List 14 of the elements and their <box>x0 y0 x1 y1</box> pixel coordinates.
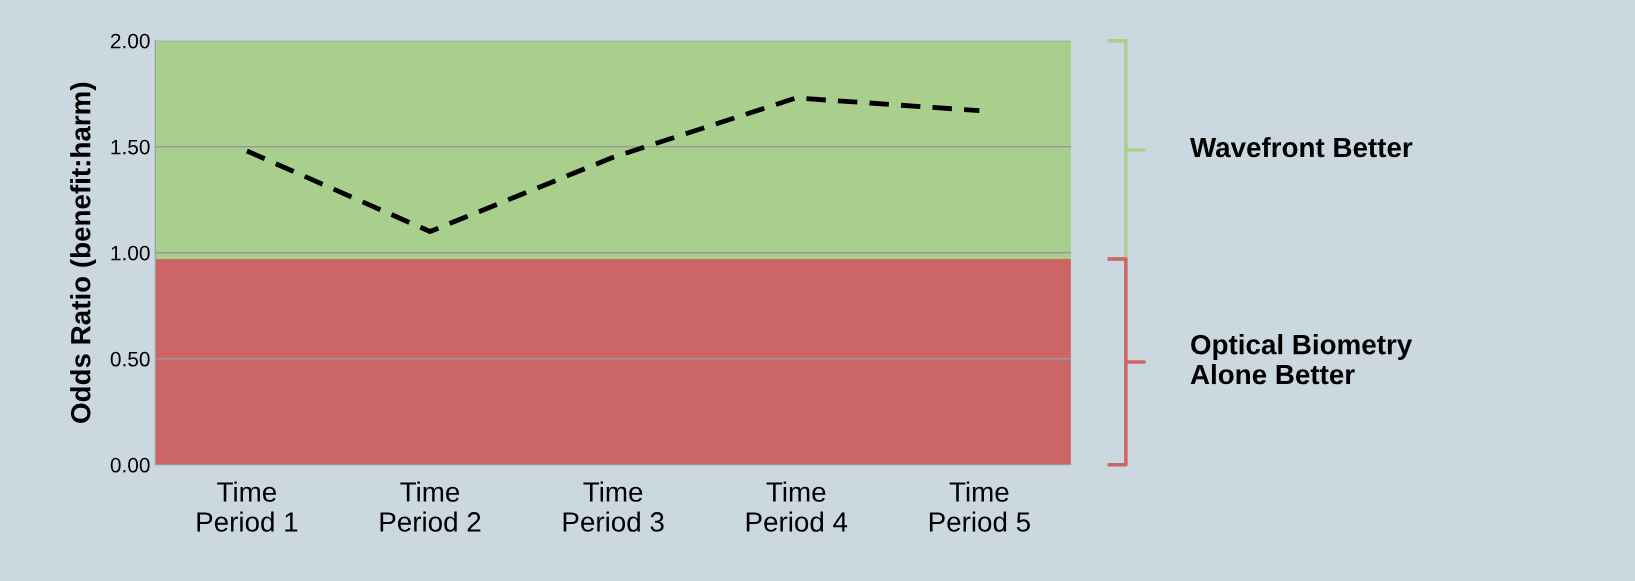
x-tick-label: Time Period 5 <box>929 481 1030 532</box>
x-tick-label: Time Period 3 <box>563 481 664 532</box>
line-series <box>244 95 982 234</box>
text: Optical Biometry Alone Better <box>1190 334 1413 385</box>
y-axis-title: Odds Ratio (benefit:harm) <box>70 82 97 423</box>
y-tick-label: 2.00 <box>110 33 150 49</box>
x-tick-label: Time Period 4 <box>746 481 848 532</box>
y-tick-label: 0.00 <box>110 457 150 473</box>
x-tick-label: Time Period 2 <box>380 481 481 532</box>
x-tick-label: Time Period 1 <box>197 481 298 532</box>
y-tick-label: 1.50 <box>111 139 150 155</box>
text: Wavefront Better <box>1189 136 1413 158</box>
y-tick-label: 1.00 <box>111 245 150 261</box>
y-tick-label: 0.50 <box>110 351 150 367</box>
